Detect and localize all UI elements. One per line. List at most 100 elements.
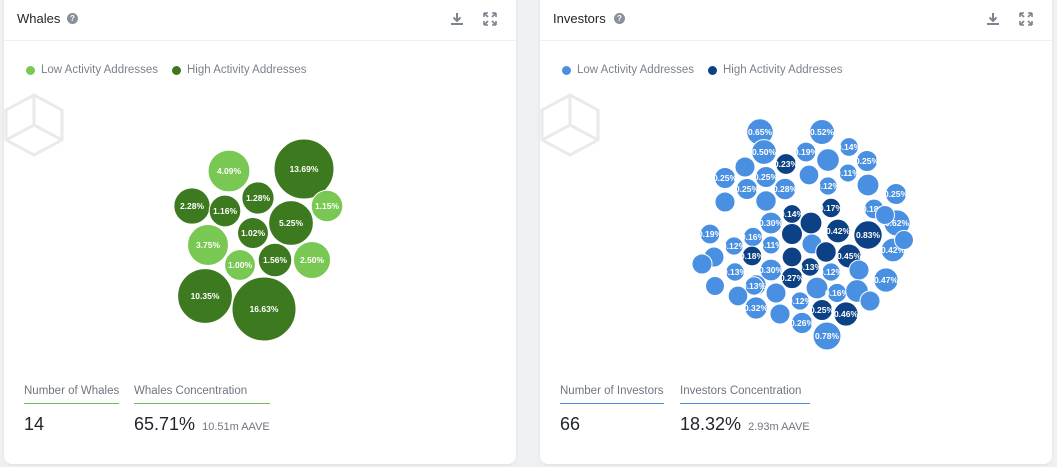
download-icon[interactable]	[449, 11, 465, 27]
investors-bubble[interactable]	[773, 177, 797, 201]
investors-bubble[interactable]	[856, 150, 878, 172]
whales-bubble[interactable]	[241, 181, 275, 215]
investors-bubble[interactable]	[818, 176, 838, 196]
investors-bubble[interactable]	[781, 246, 803, 268]
expand-icon[interactable]	[482, 11, 498, 27]
whales-bubble-label: 1.02%	[241, 228, 266, 238]
investors-bubble[interactable]	[755, 166, 777, 188]
investors-bubble[interactable]	[751, 139, 777, 165]
investors-bubble[interactable]	[838, 163, 858, 183]
investors-bubble[interactable]	[744, 296, 768, 320]
whales-bubble[interactable]	[257, 242, 293, 278]
investors-bubble-label: 0.11%	[836, 168, 860, 178]
investors-bubble[interactable]	[833, 301, 859, 327]
investors-bubble[interactable]	[815, 241, 837, 263]
investors-bubble[interactable]	[798, 164, 820, 186]
whales-bubble[interactable]	[177, 268, 233, 324]
investors-bubble[interactable]	[839, 137, 859, 157]
investors-bubble[interactable]	[800, 257, 820, 277]
whales-bubble[interactable]	[187, 224, 229, 266]
whales-bubble[interactable]	[268, 200, 314, 246]
investors-bubble[interactable]	[699, 223, 721, 245]
legend-item-high-activity[interactable]: High Activity Addresses	[707, 64, 843, 76]
question-circle-icon[interactable]: ?	[614, 13, 625, 24]
investors-bubble[interactable]	[894, 230, 914, 250]
investors-bubble[interactable]	[805, 276, 829, 300]
investors-bubble[interactable]	[885, 183, 907, 205]
legend-item-low-activity[interactable]: Low Activity Addresses	[26, 64, 158, 76]
expand-icon[interactable]	[1018, 11, 1034, 27]
investors-bubble-label: 0.19%	[794, 147, 819, 157]
investors-bubble[interactable]	[775, 153, 797, 175]
investors-bubble[interactable]	[744, 276, 764, 296]
investors-bubble[interactable]	[790, 311, 814, 335]
whales-bubble[interactable]	[310, 189, 344, 223]
investors-bubble[interactable]	[795, 141, 817, 163]
whales-concentration-amount: 10.51m AAVE	[202, 421, 270, 433]
investors-bubble[interactable]	[799, 211, 823, 235]
investors-bubble[interactable]	[820, 197, 842, 219]
investors-bubble[interactable]	[809, 119, 835, 145]
investors-bubble[interactable]	[724, 236, 744, 256]
investors-bubble[interactable]	[761, 235, 781, 255]
legend-dot-high	[171, 65, 181, 75]
investors-bubble[interactable]	[853, 220, 883, 250]
investors-bubble[interactable]	[736, 178, 758, 200]
investors-bubble[interactable]	[821, 262, 841, 282]
investors-bubble[interactable]	[848, 259, 870, 281]
investors-bubble[interactable]	[875, 205, 895, 225]
investors-bubble[interactable]	[769, 303, 791, 325]
investors-bubble-label: 0.25%	[713, 173, 738, 183]
investors-bubble[interactable]	[811, 299, 833, 321]
investors-bubble-label: 0.65%	[748, 127, 773, 137]
investors-bubble[interactable]	[759, 258, 783, 282]
whales-bubble[interactable]	[207, 149, 251, 193]
investors-bubble[interactable]	[790, 291, 810, 311]
download-icon[interactable]	[985, 11, 1001, 27]
investors-bubble-chart: 0.65% 0.52% 0.50% 0.19% 0.14% 0.23% 0.25% 0.25%…	[540, 90, 1052, 365]
whales-bubble-label: 16.63%	[250, 304, 279, 314]
investors-bubble[interactable]	[856, 173, 880, 197]
investors-bubble-label: 0.12%	[788, 296, 813, 306]
legend-label-high: High Activity Addresses	[722, 64, 843, 76]
whales-bubble[interactable]	[231, 276, 297, 342]
investors-bubble-label: 0.18%	[740, 251, 765, 261]
investors-bubble-label: 0.25%	[810, 305, 835, 315]
investors-bubble[interactable]	[859, 290, 881, 312]
investors-bubble[interactable]	[714, 191, 736, 213]
question-circle-icon[interactable]: ?	[67, 13, 78, 24]
whales-bubble[interactable]	[292, 240, 332, 280]
investors-bubble[interactable]	[825, 218, 851, 244]
investors-bubble[interactable]	[734, 156, 756, 178]
investors-bubble-label: 0.25%	[884, 189, 909, 199]
investors-bubble[interactable]	[781, 223, 803, 245]
investors-bubble-label: 0.46%	[834, 309, 859, 319]
investors-bubble[interactable]	[755, 190, 777, 212]
investors-bubble[interactable]	[759, 211, 783, 235]
legend-item-high-activity[interactable]: High Activity Addresses	[171, 64, 307, 76]
investors-bubble-label: 0.16%	[741, 232, 766, 242]
investors-bubble[interactable]	[705, 276, 725, 296]
investors-bubble[interactable]	[691, 253, 713, 275]
investors-bubble[interactable]	[727, 285, 749, 307]
investors-bubble[interactable]	[714, 167, 736, 189]
investors-bubbles-svg: 0.65% 0.52%0.50% 0.19% 0.14%0.23% 0.25%0.25%…	[691, 118, 914, 351]
investors-card-header: Investors ?	[540, 0, 1052, 41]
investors-bubble-label: 0.12%	[819, 267, 844, 277]
legend-label-low: Low Activity Addresses	[41, 64, 158, 76]
whales-count-label: Number of Whales	[24, 385, 120, 404]
whales-bubble[interactable]	[208, 194, 242, 228]
investors-bubble[interactable]	[741, 245, 763, 267]
investors-bubble[interactable]	[873, 267, 899, 293]
legend-item-low-activity[interactable]: Low Activity Addresses	[562, 64, 694, 76]
investors-bubble[interactable]	[812, 321, 842, 351]
investors-bubble[interactable]	[725, 262, 745, 282]
whales-bubble[interactable]	[224, 249, 256, 281]
whales-bubble[interactable]	[237, 217, 269, 249]
whales-bubble-label: 1.16%	[213, 206, 238, 216]
investors-bubble[interactable]	[780, 266, 804, 290]
investors-bubble[interactable]	[816, 148, 840, 172]
investors-bubble[interactable]	[765, 282, 787, 304]
investors-legend: Low Activity Addresses High Activity Add…	[562, 64, 843, 76]
whales-bubble[interactable]	[273, 138, 335, 200]
